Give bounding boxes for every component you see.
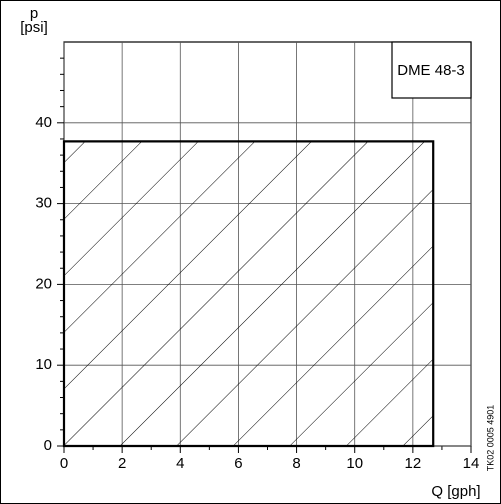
annotation: DME 48-3 [397,62,465,79]
y-tick-label: 10 [35,356,52,373]
side-note: TK02 0005 4901 [485,405,495,472]
y-unit: [psi] [20,19,48,36]
label-box [391,41,472,99]
x-tick-label: 2 [118,455,126,472]
operating-area [62,140,435,448]
x-tick-label: 14 [463,455,480,472]
y-tick-label: 40 [35,114,52,131]
x-label: Q [gph] [431,483,480,500]
x-tick-label: 6 [234,455,242,472]
x-tick-label: 4 [176,455,184,472]
y-label: p [30,5,38,22]
x-tick-label: 0 [60,455,68,472]
x-tick-label: 10 [346,455,363,472]
y-tick-label: 0 [44,437,52,454]
y-tick-label: 30 [35,195,52,212]
x-tick-label: 12 [405,455,422,472]
x-tick-label: 8 [292,455,300,472]
y-tick-label: 20 [35,275,52,292]
